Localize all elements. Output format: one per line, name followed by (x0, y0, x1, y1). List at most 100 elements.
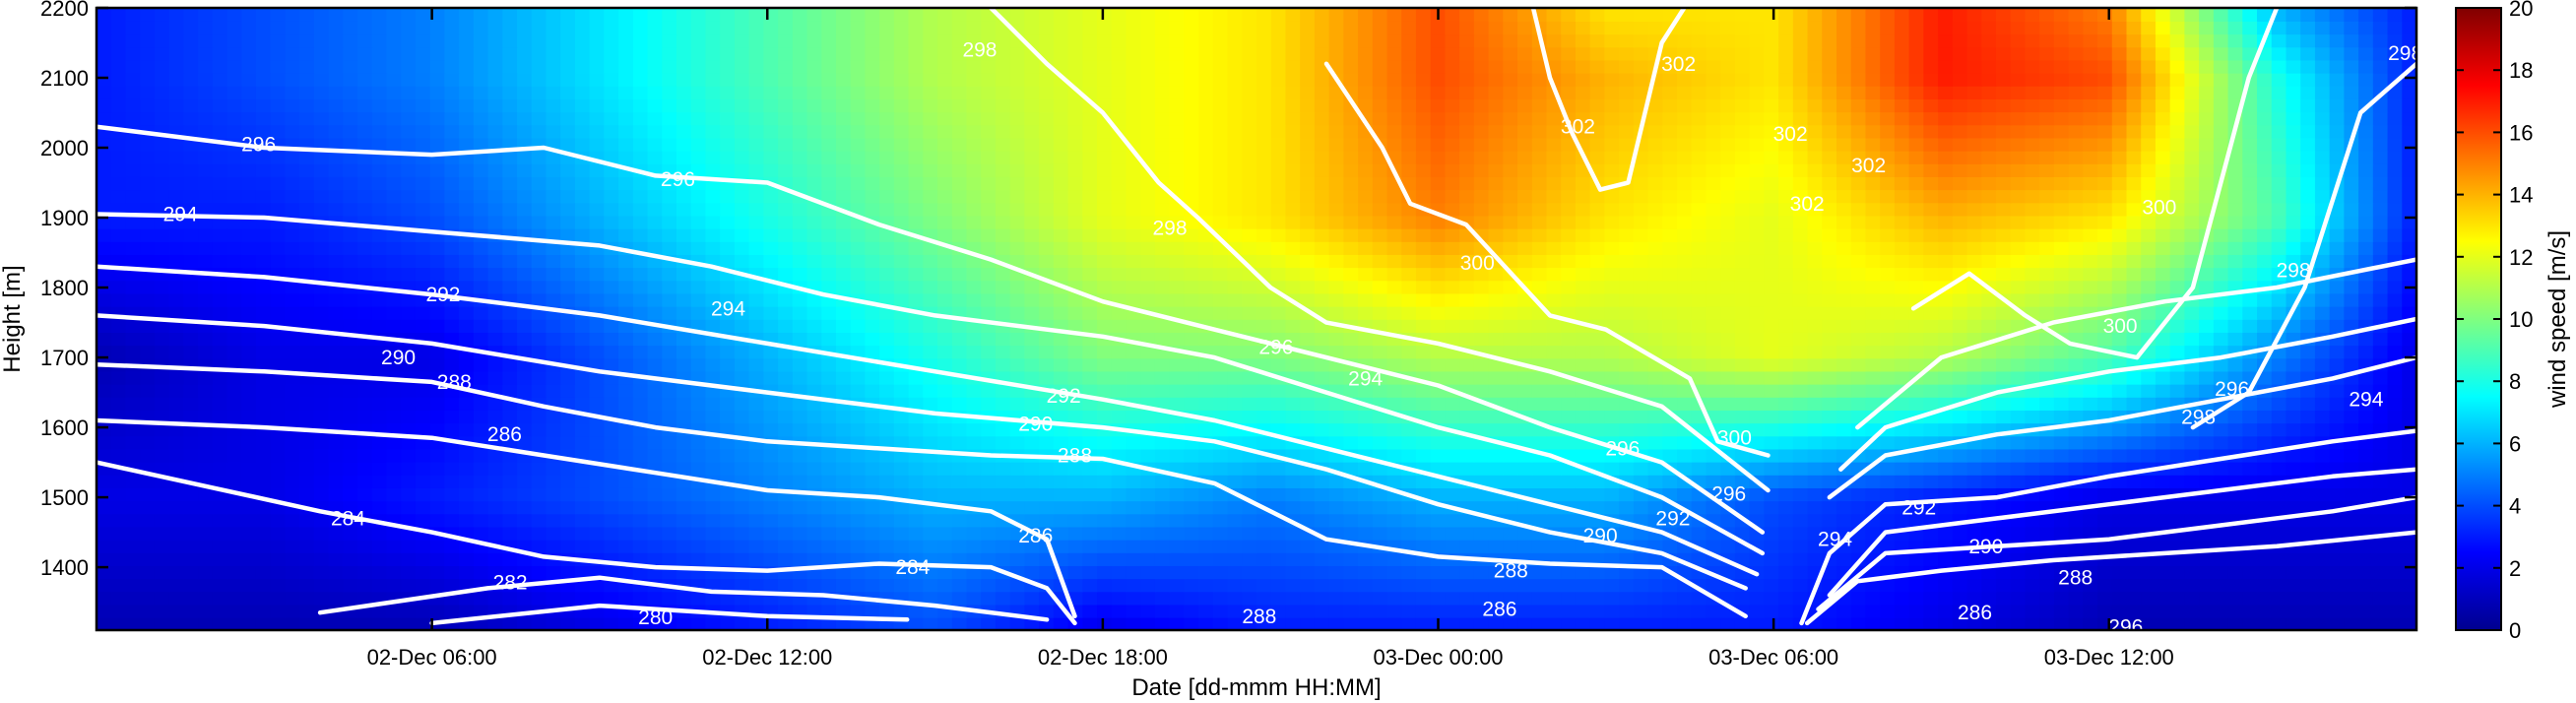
wind-speed-cell (2083, 461, 2098, 476)
wind-speed-cell (1691, 448, 1707, 463)
wind-speed-cell (1039, 345, 1055, 359)
wind-speed-cell (357, 565, 373, 580)
wind-speed-cell (893, 370, 910, 385)
wind-speed-cell (1938, 578, 1954, 593)
wind-speed-cell (1386, 292, 1403, 307)
wind-speed-cell (995, 227, 1011, 242)
wind-speed-cell (1314, 241, 1330, 255)
wind-speed-cell (226, 370, 243, 385)
wind-speed-cell (995, 591, 1011, 606)
wind-speed-cell (1256, 475, 1272, 488)
wind-speed-cell (2286, 591, 2301, 606)
wind-speed-cell (1923, 552, 1939, 566)
wind-speed-cell (1009, 487, 1026, 502)
wind-speed-cell (1778, 487, 1794, 502)
wind-speed-cell (1764, 578, 1779, 593)
wind-speed-cell (517, 410, 533, 424)
wind-speed-cell (1300, 552, 1316, 566)
wind-speed-cell (473, 357, 489, 372)
wind-speed-cell (734, 319, 750, 333)
wind-speed-cell (1517, 591, 1533, 606)
wind-speed-cell (1198, 241, 1214, 255)
wind-speed-cell (879, 500, 895, 515)
wind-speed-cell (270, 461, 287, 476)
wind-speed-cell (2010, 280, 2027, 294)
wind-speed-cell (1154, 280, 1171, 294)
wind-speed-cell (2242, 241, 2258, 255)
wind-speed-cell (1981, 345, 1997, 359)
wind-speed-cell (1270, 526, 1287, 541)
wind-speed-cell (2083, 241, 2098, 255)
wind-speed-cell (140, 487, 156, 502)
wind-speed-cell (1169, 332, 1186, 347)
wind-speed-cell (328, 267, 345, 282)
wind-speed-cell (1343, 500, 1359, 515)
wind-speed-cell (97, 397, 112, 411)
wind-speed-cell (1328, 280, 1345, 294)
wind-speed-cell (473, 475, 489, 488)
wind-speed-cell (2184, 305, 2200, 320)
wind-speed-cell (2010, 267, 2027, 282)
wind-speed-cell (2372, 292, 2389, 307)
wind-speed-cell (168, 513, 185, 528)
wind-speed-cell (285, 616, 300, 630)
wind-speed-cell (487, 448, 504, 463)
wind-speed-cell (560, 526, 576, 541)
wind-speed-cell (2286, 552, 2301, 566)
wind-speed-cell (2141, 227, 2157, 242)
wind-speed-cell (502, 410, 518, 424)
wind-speed-cell (1749, 292, 1766, 307)
wind-speed-cell (2199, 435, 2215, 450)
wind-speed-cell (1053, 539, 1069, 553)
wind-speed-cell (2300, 305, 2316, 320)
wind-speed-cell (632, 539, 649, 553)
wind-speed-cell (1097, 435, 1113, 450)
wind-speed-cell (154, 241, 170, 255)
wind-speed-cell (2068, 616, 2085, 630)
wind-speed-cell (97, 435, 112, 450)
wind-speed-cell (1082, 280, 1098, 294)
wind-speed-cell (1067, 565, 1084, 580)
wind-speed-cell (1850, 267, 1867, 282)
wind-speed-cell (110, 448, 127, 463)
wind-speed-cell (313, 254, 330, 269)
wind-speed-cell (893, 345, 910, 359)
wind-speed-cell (2402, 332, 2416, 347)
wind-speed-cell (2097, 539, 2113, 553)
wind-speed-cell (226, 332, 243, 347)
wind-speed-cell (604, 280, 619, 294)
wind-speed-cell (1720, 267, 1736, 282)
wind-speed-cell (1894, 616, 1910, 630)
wind-speed-cell (168, 410, 185, 424)
wind-speed-cell (401, 616, 417, 630)
wind-speed-cell (198, 604, 214, 618)
wind-speed-cell (1328, 578, 1345, 593)
wind-speed-cell (908, 241, 925, 255)
wind-speed-cell (1300, 422, 1316, 437)
wind-speed-cell (328, 397, 345, 411)
wind-speed-cell (1126, 410, 1141, 424)
wind-speed-cell (1503, 526, 1518, 541)
wind-speed-cell (1908, 604, 1925, 618)
wind-speed-cell (1082, 500, 1098, 515)
wind-speed-cell (2111, 513, 2128, 528)
wind-speed-cell (2111, 254, 2128, 269)
wind-speed-cell (690, 448, 707, 463)
wind-speed-cell (546, 370, 561, 385)
wind-speed-cell (835, 578, 852, 593)
wind-speed-cell (690, 552, 707, 566)
wind-speed-cell (2039, 591, 2055, 606)
wind-speed-cell (734, 552, 750, 566)
wind-speed-cell (255, 448, 272, 463)
wind-speed-cell (1198, 591, 1214, 606)
wind-speed-cell (865, 280, 880, 294)
wind-speed-cell (1894, 332, 1910, 347)
wind-speed-cell (2169, 267, 2186, 282)
wind-speed-cell (1053, 254, 1069, 269)
wind-speed-cell (1619, 305, 1635, 320)
wind-speed-cell (1822, 475, 1837, 488)
wind-speed-cell (1386, 604, 1403, 618)
wind-speed-cell (560, 500, 576, 515)
wind-speed-cell (1459, 526, 1475, 541)
wind-speed-cell (1836, 345, 1852, 359)
